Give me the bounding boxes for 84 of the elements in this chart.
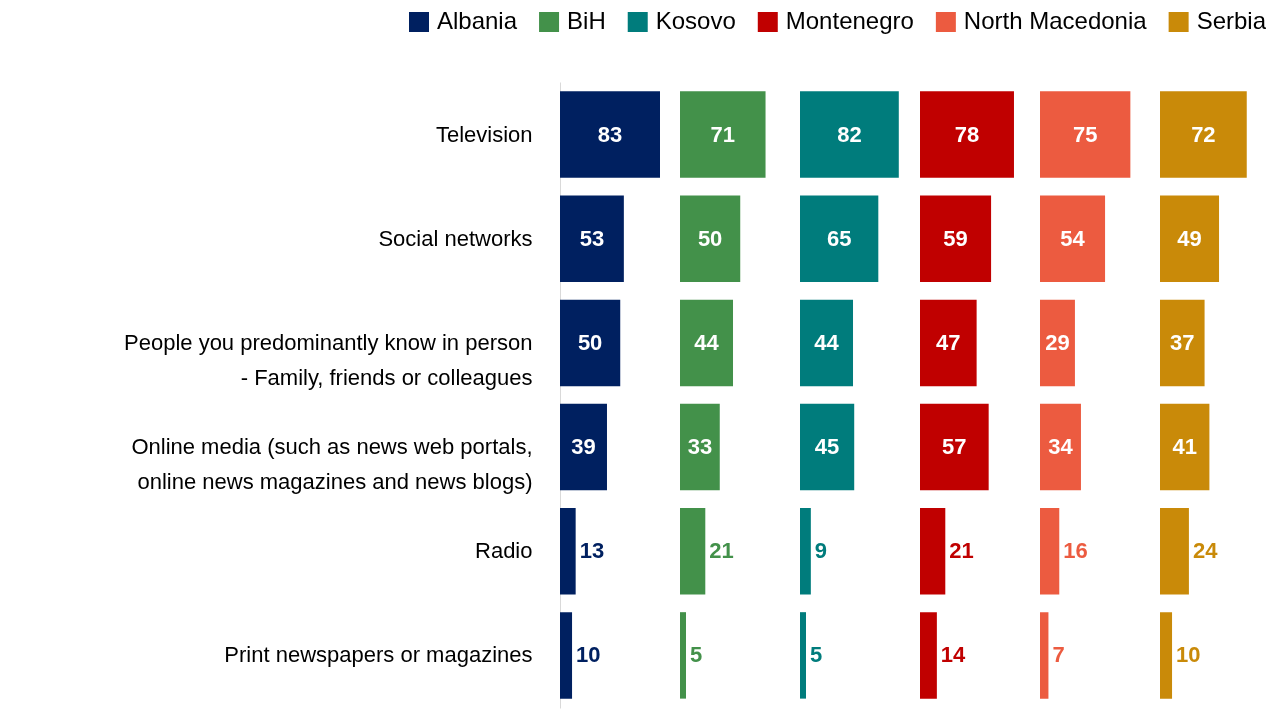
- bar: [800, 508, 811, 595]
- bar: [680, 195, 741, 282]
- bar: [800, 403, 855, 491]
- data-label: 78: [954, 121, 980, 147]
- data-label: 71: [710, 121, 736, 147]
- bar: [680, 403, 720, 491]
- bar: [920, 403, 989, 491]
- data-label: 21: [949, 538, 974, 564]
- bar: [560, 299, 621, 387]
- data-label: 65: [826, 225, 852, 251]
- data-label: 53: [579, 225, 605, 251]
- bar: [560, 508, 576, 595]
- bar: [920, 299, 977, 387]
- y-tick-label: Online media (such as news web portals, online news magazines and news blogs): [131, 434, 533, 495]
- data-label: 47: [936, 329, 961, 355]
- data-label: 44: [694, 329, 720, 355]
- data-label: 41: [1172, 434, 1197, 460]
- data-label: 10: [576, 642, 601, 668]
- y-tick-label: Radio: [475, 538, 533, 564]
- bar: [800, 91, 899, 178]
- bar: [680, 91, 766, 178]
- legend-label: North Macedonia: [963, 7, 1148, 34]
- data-label: 5: [690, 642, 703, 668]
- bar: [1040, 299, 1075, 387]
- data-label: 45: [814, 434, 840, 460]
- bar: [800, 299, 854, 387]
- data-label: 50: [577, 329, 603, 355]
- data-label: 24: [1192, 538, 1219, 564]
- bar: [1160, 612, 1173, 699]
- y-tick-label: Television: [435, 121, 533, 147]
- bar: [1160, 508, 1189, 595]
- data-label: 54: [1060, 225, 1086, 251]
- bar: [1040, 91, 1131, 178]
- bar: [920, 195, 992, 282]
- bar: [680, 299, 734, 387]
- bar: [680, 508, 706, 595]
- data-label: 50: [697, 225, 723, 251]
- bar: [920, 612, 937, 699]
- bar: [1160, 403, 1210, 491]
- legend-label: Montenegro: [785, 7, 914, 34]
- bar: [1040, 612, 1049, 699]
- data-label: 10: [1176, 642, 1201, 668]
- bar: [1160, 91, 1247, 178]
- bar: [1040, 195, 1106, 282]
- data-label: 5: [810, 642, 823, 668]
- data-label: 37: [1170, 329, 1195, 355]
- data-label: 72: [1191, 121, 1216, 147]
- data-label: 14: [940, 642, 967, 668]
- data-label: 57: [942, 434, 967, 460]
- bar: [560, 195, 624, 282]
- bar: [1160, 299, 1205, 387]
- bar: [560, 91, 660, 178]
- data-label: 16: [1063, 538, 1088, 564]
- data-label: 21: [709, 538, 734, 564]
- bar: [920, 508, 946, 595]
- bar: [560, 403, 607, 491]
- data-label: 39: [571, 434, 596, 460]
- y-tick-label: Print newspapers or magazines: [224, 642, 533, 668]
- legend-label: BiH: [567, 7, 606, 34]
- data-label: 83: [597, 121, 623, 147]
- data-label: 59: [943, 225, 968, 251]
- data-label: 75: [1072, 121, 1098, 147]
- data-label: 7: [1052, 642, 1065, 668]
- data-label: 44: [814, 329, 840, 355]
- data-label: 49: [1177, 225, 1202, 251]
- legend-label: Serbia: [1196, 7, 1266, 34]
- data-label: 29: [1045, 329, 1070, 355]
- bar: [800, 195, 879, 282]
- bar: [560, 612, 573, 699]
- y-tick-label: People you predominantly know in person - Family, friends or colleagues: [124, 329, 533, 390]
- bar: [920, 91, 1014, 178]
- data-label: 13: [579, 538, 605, 564]
- bar: [1040, 508, 1060, 595]
- data-label: 34: [1048, 434, 1074, 460]
- bar: [800, 612, 807, 699]
- data-label: 9: [814, 538, 828, 564]
- legend-label: Albania: [436, 7, 518, 34]
- data-label: 82: [837, 121, 862, 147]
- bar: [680, 612, 687, 699]
- bar: [1040, 403, 1081, 491]
- bar: [1160, 195, 1220, 282]
- data-label: 33: [687, 434, 713, 460]
- legend-label: Kosovo: [655, 7, 736, 34]
- y-tick-label: Social networks: [378, 225, 533, 251]
